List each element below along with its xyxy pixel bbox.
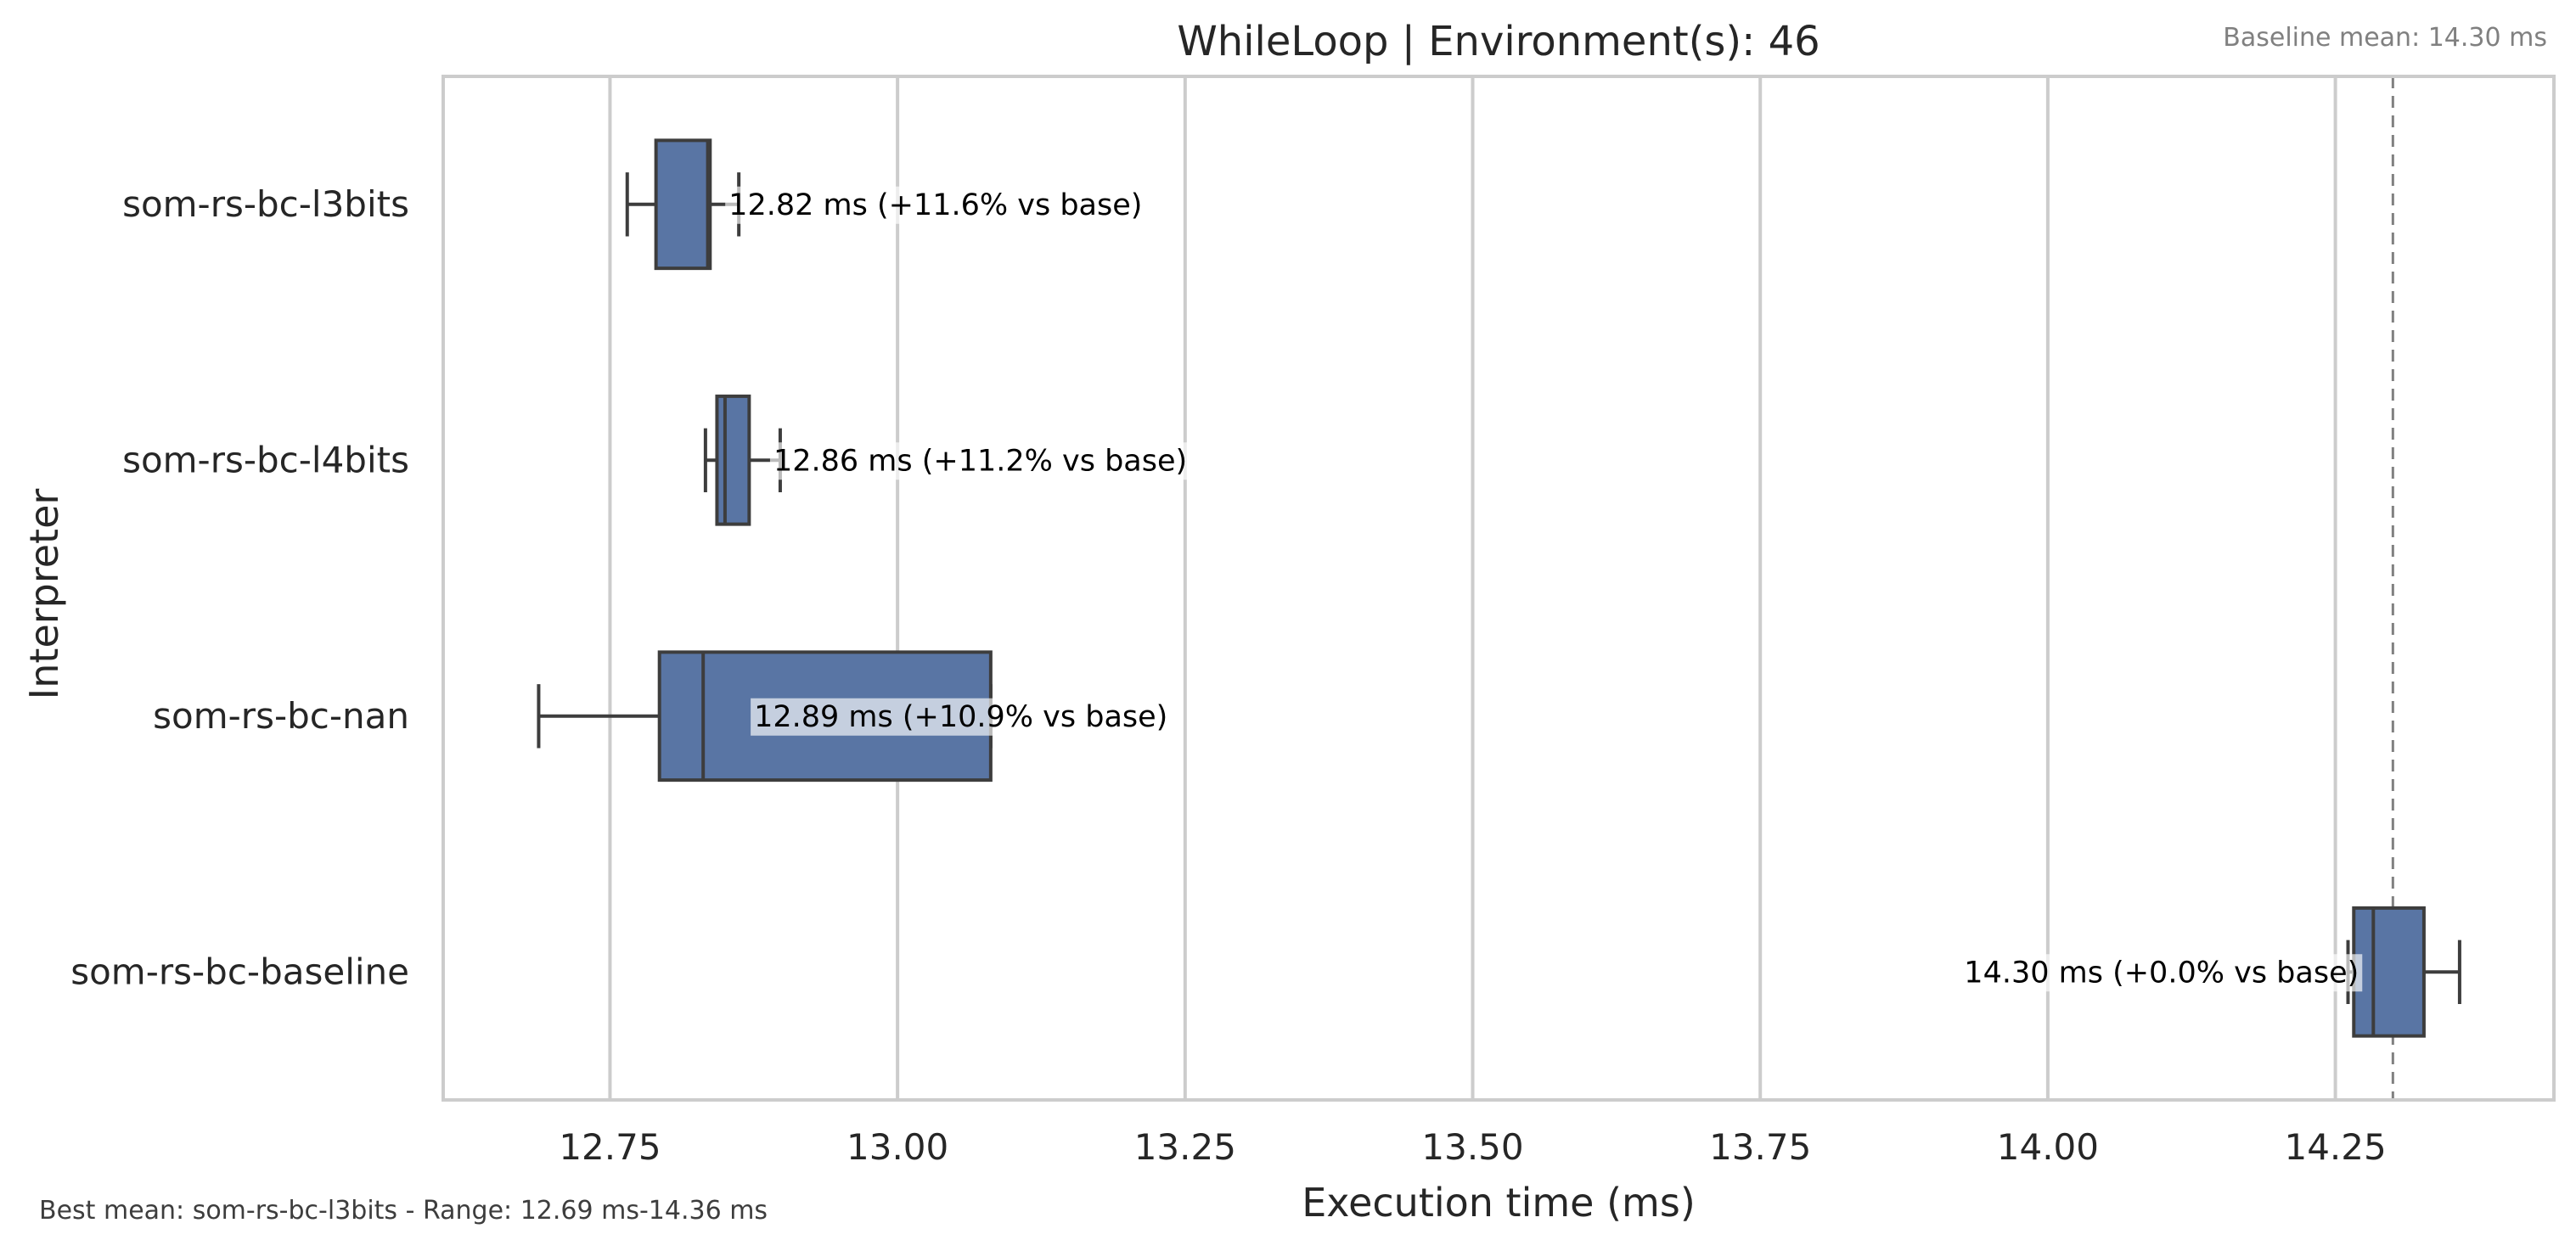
y-tick-label-2: som-rs-bc-nan: [153, 695, 409, 737]
annotation-text-3: 14.30 ms (+0.0% vs base): [1964, 956, 2359, 990]
x-tick-label-0: 12.75: [559, 1126, 661, 1168]
footer-note: Best mean: som-rs-bc-l3bits - Range: 12.…: [39, 1196, 768, 1226]
grid-lines: [608, 76, 2337, 1100]
iqr-box-0: [654, 138, 712, 271]
iqr-box-1: [715, 394, 751, 526]
x-tick-label-2: 13.25: [1134, 1126, 1236, 1168]
box-som-rs-bc-baseline: [2346, 906, 2461, 1038]
iqr-box-3: [2352, 906, 2426, 1038]
annotation-text-2: 12.89 ms (+10.9% vs base): [754, 700, 1167, 734]
y-tick-labels: som-rs-bc-l3bits som-rs-bc-l4bits som-rs-b…: [70, 183, 409, 993]
annotation-2: 12.89 ms (+10.9% vs base): [751, 698, 1172, 736]
x-axis-label: Execution time (ms): [1302, 1180, 1696, 1226]
annotation-text-1: 12.86 ms (+11.2% vs base): [773, 444, 1187, 478]
y-tick-label-3: som-rs-bc-baseline: [70, 951, 409, 992]
annotation-3: 14.30 ms (+0.0% vs base): [1960, 954, 2363, 992]
x-tick-label-1: 13.00: [846, 1126, 948, 1168]
plot-frame: [442, 75, 2556, 1102]
x-tick-labels: 12.75 13.00 13.25 13.50 13.75 14.00 14.25: [559, 1126, 2386, 1168]
annotation-text-0: 12.82 ms (+11.6% vs base): [728, 188, 1142, 222]
annotation-bg-2: [751, 698, 1172, 736]
annotations-layer: 12.82 ms (+11.6% vs base) 12.86 ms (+11.2…: [725, 186, 2363, 992]
x-tick-label-6: 14.25: [2284, 1126, 2386, 1168]
chart-title: WhileLoop | Environment(s): 46: [1177, 18, 1820, 65]
annotation-bg-3: [1960, 954, 2363, 992]
x-tick-label-5: 14.00: [1997, 1126, 2099, 1168]
annotation-1: 12.86 ms (+11.2% vs base): [769, 442, 1191, 480]
annotation-0: 12.82 ms (+11.6% vs base): [725, 186, 1146, 224]
y-tick-label-0: som-rs-bc-l3bits: [122, 183, 409, 225]
y-tick-label-1: som-rs-bc-l4bits: [122, 439, 409, 480]
y-axis-label: Interpreter: [21, 489, 67, 700]
x-tick-label-3: 13.50: [1421, 1126, 1523, 1168]
box-som-rs-bc-l4bits: [703, 394, 782, 526]
annotation-bg-1: [769, 442, 1191, 480]
baseline-note: Baseline mean: 14.30 ms: [2223, 23, 2547, 53]
x-tick-label-4: 13.75: [1709, 1126, 1811, 1168]
annotation-bg-0: [725, 186, 1146, 224]
